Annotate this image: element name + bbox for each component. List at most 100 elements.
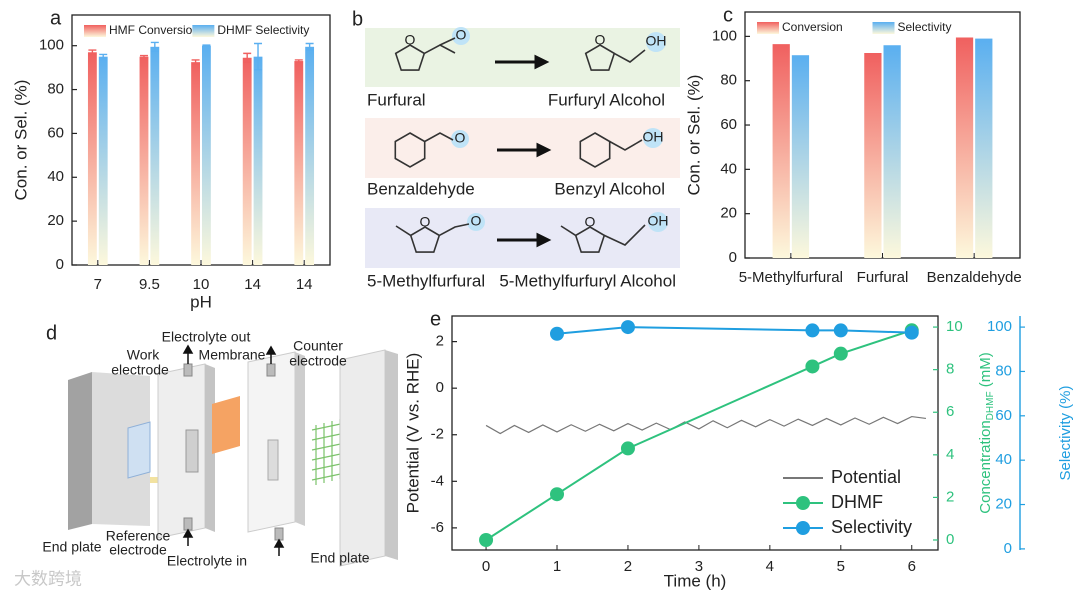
y2-label-main: Concentration bbox=[977, 420, 994, 513]
tick-label: 2 bbox=[624, 558, 632, 575]
bond bbox=[439, 37, 456, 46]
bar bbox=[883, 45, 901, 259]
plate-side bbox=[295, 352, 305, 526]
tick-label: 100 bbox=[712, 27, 737, 44]
arrowhead bbox=[536, 142, 552, 158]
bar bbox=[87, 52, 97, 265]
label: electrode bbox=[289, 353, 347, 369]
bar bbox=[98, 56, 108, 265]
marker bbox=[550, 487, 565, 502]
legend-label: Selectivity bbox=[831, 517, 912, 537]
x-tick-label: Furfural bbox=[857, 269, 909, 286]
legend-label: DHMF bbox=[831, 492, 883, 512]
window bbox=[267, 439, 279, 481]
bar bbox=[139, 56, 149, 265]
y2-label-sub: DHMF bbox=[985, 391, 996, 420]
bar bbox=[242, 57, 252, 266]
bar bbox=[294, 61, 304, 266]
y-axis-label: Con. or Sel. (%) bbox=[11, 80, 30, 201]
reference-electrode bbox=[150, 477, 164, 483]
molecules: O O O OH O OH O O O OH bbox=[394, 27, 669, 253]
panel-letter: c bbox=[723, 4, 733, 26]
bond bbox=[609, 139, 643, 151]
error-bar bbox=[99, 53, 108, 60]
tick-label: 0 bbox=[482, 558, 490, 575]
arrowhead bbox=[536, 232, 552, 248]
port bbox=[266, 363, 276, 377]
legend-label: Selectivity bbox=[898, 20, 952, 34]
glow bbox=[646, 32, 666, 52]
glow bbox=[648, 212, 668, 232]
tick-label: 0 bbox=[946, 531, 954, 548]
tick-label: 5 bbox=[837, 558, 845, 575]
tick-label: 4 bbox=[946, 446, 954, 463]
atom: O bbox=[456, 27, 467, 43]
marker bbox=[550, 326, 565, 341]
label: Reference bbox=[106, 528, 171, 544]
compound-name: Benzyl Alcohol bbox=[554, 179, 665, 198]
watermark: 大数跨境 bbox=[14, 569, 82, 588]
panel-b: b O O O OH O OH O O O OH Furfural Furfur… bbox=[352, 8, 680, 290]
tick-label: 80 bbox=[995, 362, 1012, 379]
tick-label: 100 bbox=[987, 318, 1012, 335]
compound-name: 5-Methylfurfural bbox=[367, 271, 485, 290]
end-plate bbox=[339, 349, 386, 567]
atom: O bbox=[420, 214, 431, 230]
error-bar bbox=[305, 42, 314, 51]
tick-label: 40 bbox=[47, 168, 64, 185]
bond bbox=[613, 49, 646, 63]
bar bbox=[975, 38, 993, 259]
marker bbox=[833, 323, 848, 338]
panel-letter: b bbox=[352, 8, 363, 30]
label: Electrolyte out bbox=[162, 329, 251, 345]
series-line bbox=[485, 329, 913, 541]
legend-label: HMF Conversion bbox=[109, 23, 199, 37]
port bbox=[183, 363, 193, 377]
membrane bbox=[212, 396, 240, 454]
furan bbox=[584, 44, 616, 71]
tick-label: 4 bbox=[766, 558, 774, 575]
marker bbox=[904, 325, 919, 340]
glow bbox=[643, 128, 663, 148]
tick-label: 80 bbox=[720, 72, 737, 89]
legend-swatch bbox=[192, 25, 215, 37]
y2-label-unit: (mM) bbox=[977, 352, 994, 391]
plate-side bbox=[385, 350, 398, 560]
tick-label: 60 bbox=[47, 124, 64, 141]
furan bbox=[394, 44, 426, 71]
tick-label: 60 bbox=[995, 407, 1012, 424]
label: Counter bbox=[293, 338, 343, 354]
series-line bbox=[556, 326, 912, 335]
compound-name: Benzaldehyde bbox=[367, 179, 475, 198]
atom: O bbox=[471, 213, 482, 229]
label: electrode bbox=[109, 542, 167, 558]
atom: OH bbox=[646, 33, 667, 49]
label: electrode bbox=[111, 362, 169, 378]
tick-label: 20 bbox=[47, 212, 64, 229]
tick-label: 10 bbox=[946, 318, 963, 335]
row-bg bbox=[365, 118, 680, 178]
tick-label: -6 bbox=[431, 519, 444, 536]
tick-label: 0 bbox=[436, 379, 444, 396]
x-tick-label: 9.5 bbox=[139, 276, 160, 293]
x-axis-label: pH bbox=[190, 292, 212, 311]
bar bbox=[791, 55, 810, 258]
tick-label: 6 bbox=[908, 558, 916, 575]
series-line bbox=[485, 415, 927, 435]
y-axis-label: Con. or Sel. (%) bbox=[684, 75, 703, 196]
x-axis-label: Time (h) bbox=[664, 571, 727, 590]
row-bg bbox=[365, 28, 680, 87]
bar bbox=[772, 44, 790, 259]
furan bbox=[409, 226, 441, 253]
tick-label: 0 bbox=[729, 249, 737, 266]
bond bbox=[424, 132, 454, 143]
bond bbox=[560, 225, 577, 237]
label: Membrane bbox=[199, 347, 266, 363]
error-bar bbox=[202, 44, 211, 48]
legend-marker bbox=[796, 521, 810, 535]
marker bbox=[620, 320, 635, 335]
chart: 5-Methylfurfural Furfural Benzaldehyde Conv… bbox=[684, 4, 1021, 286]
port bbox=[274, 527, 284, 541]
atom: OH bbox=[643, 129, 664, 145]
